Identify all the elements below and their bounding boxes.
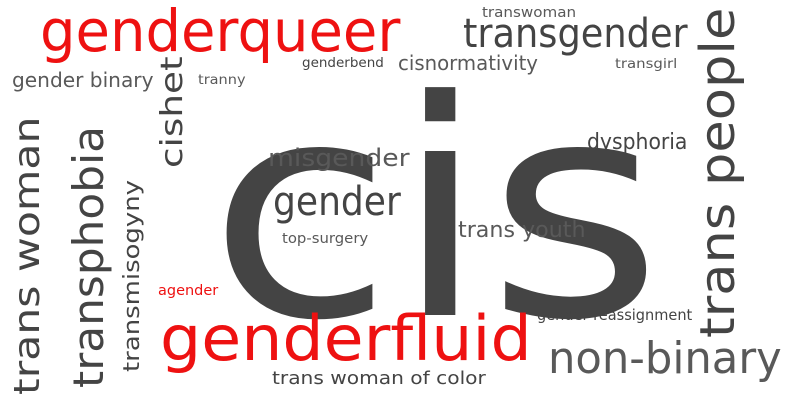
word-trans-woman: trans woman — [7, 116, 48, 395]
word-agender: agender — [158, 283, 219, 299]
word-trans-woman-of-color: trans woman of color — [272, 368, 486, 389]
word-dysphoria: dysphoria — [587, 130, 688, 155]
word-genderbend: genderbend — [302, 56, 384, 71]
word-gender-reassignment: gender reassignment — [537, 306, 693, 324]
word-trans-people: trans people — [690, 7, 746, 339]
word-transphobia: transphobia — [64, 125, 113, 388]
word-cishet: cishet — [155, 56, 190, 168]
word-transgirl: transgirl — [615, 57, 678, 72]
word-cis: cis — [208, 37, 663, 386]
word-cisnormativity: cisnormativity — [398, 51, 538, 75]
word-transwoman: transwoman — [482, 5, 577, 21]
word-non-binary: non-binary — [548, 333, 782, 384]
word-genderqueer: genderqueer — [40, 0, 401, 65]
word-transmisogyny: transmisogyny — [120, 180, 145, 372]
word-top-surgery: top-surgery — [282, 231, 369, 247]
word-transgender: transgender — [463, 11, 688, 57]
word-gender: gender — [273, 179, 401, 225]
word-trans-youth: trans youth — [458, 218, 586, 243]
word-gender-binary: gender binary — [12, 68, 154, 92]
word-tranny: tranny — [198, 73, 246, 88]
word-misgender: misgender — [268, 144, 410, 172]
word-genderfluid: genderfluid — [160, 302, 532, 375]
